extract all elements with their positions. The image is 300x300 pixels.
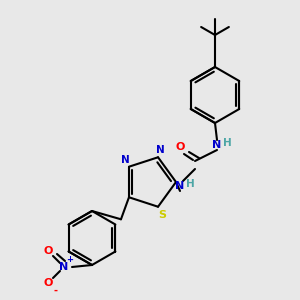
Text: -: - <box>54 286 58 296</box>
Text: N: N <box>176 181 184 191</box>
Text: H: H <box>223 138 231 148</box>
Text: +: + <box>67 256 73 265</box>
Text: H: H <box>186 179 194 189</box>
Text: N: N <box>59 262 69 272</box>
Text: O: O <box>43 278 53 288</box>
Text: O: O <box>175 142 185 152</box>
Text: O: O <box>43 246 53 256</box>
Text: N: N <box>212 140 222 150</box>
Text: S: S <box>158 210 166 220</box>
Text: N: N <box>156 145 164 155</box>
Text: N: N <box>121 155 129 165</box>
